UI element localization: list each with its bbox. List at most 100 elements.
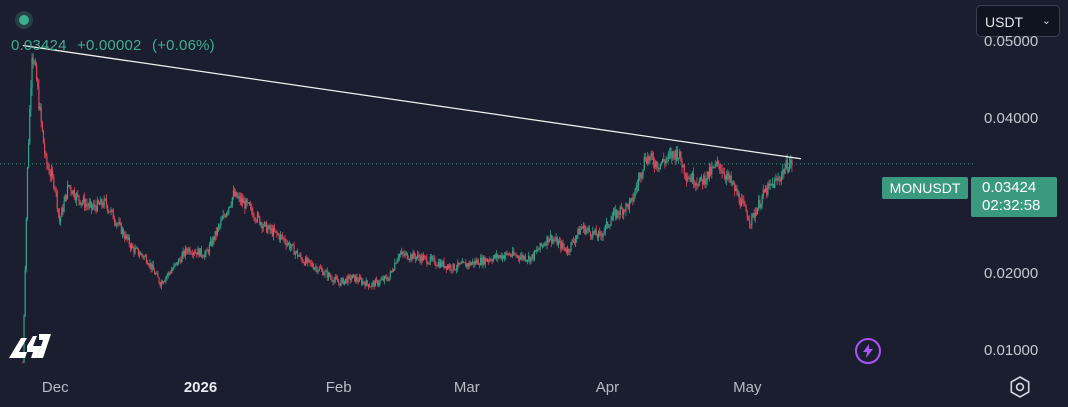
candle-body [171,270,173,274]
candle-body [578,228,580,235]
candle-body [135,248,137,249]
candle-body [104,198,106,200]
candle-body [587,228,589,230]
candle-body [280,234,283,236]
candle-body [720,170,722,171]
lightning-icon[interactable] [855,338,881,364]
candle-body [353,274,355,276]
candle-body [109,211,111,213]
candle-body [192,252,194,255]
candle-body [764,188,767,193]
candle-body [689,177,691,180]
candle-body [156,273,158,275]
candle-body [292,244,294,246]
candle-body [480,257,482,266]
candle-body [365,280,367,287]
candle-body [460,263,462,265]
candle-body [276,231,278,234]
candle-body [459,263,461,265]
candle-body [683,164,685,174]
candle-body [655,161,657,167]
candle-body [55,188,57,192]
candle-body [147,262,149,265]
candle-body [731,182,733,184]
candle-body [81,202,83,203]
candle-body [88,203,90,207]
candle-body [405,253,407,254]
candle-body [468,262,470,266]
candle-body [382,278,384,281]
currency-select[interactable]: USDT ⌄ [976,5,1060,37]
candle-body [398,254,400,258]
candle-body [358,277,360,282]
candle-body [141,253,143,256]
candle-body [403,253,405,256]
candle-body [122,229,125,236]
tradingview-logo[interactable] [7,328,55,360]
candle-body [50,170,53,177]
candle-body [755,212,758,215]
candle-body [80,202,82,205]
candle-body [187,251,189,253]
candle-body [268,225,270,229]
candle-body [330,276,332,278]
candle-body [272,228,275,236]
candle-body [227,211,229,214]
candle-body [197,248,199,255]
candle-body [439,261,442,268]
candle-body [395,262,397,264]
candle-body [69,185,71,187]
x-tick-label: May [733,379,762,396]
candle-body [778,178,780,180]
candle-body [259,216,261,225]
candle-body [29,108,31,144]
candle-body [603,231,605,234]
candle-body [726,175,728,180]
candle-body [657,167,659,169]
candle-body [312,266,315,270]
candle-body [542,244,545,246]
candle-body [583,225,585,229]
candle-body [573,241,576,243]
candle-body [702,179,704,185]
candle-body [522,255,524,259]
gear-icon[interactable] [1009,376,1031,398]
candle-body [443,261,445,268]
candle-body [754,212,756,218]
candle-body [266,222,268,233]
candle-body [199,248,201,257]
candle-body [485,258,487,262]
trendline[interactable] [22,44,802,160]
candle-body [641,173,643,178]
candle-body [633,196,635,202]
candle-body [673,151,675,154]
candle-body [499,255,501,257]
candle-body [493,255,495,258]
candle-body [303,262,306,265]
candle-body [436,265,438,267]
candle-body [742,199,744,201]
candle-body [189,248,191,254]
candle-body [420,255,422,262]
candle-body [331,277,333,281]
candle-body [528,256,530,260]
candle-body [786,159,788,171]
candle-body [665,159,667,164]
candle-body [279,234,281,240]
x-tick-label: Feb [325,379,352,396]
candle-body [763,189,766,193]
candle-body [34,62,37,65]
candle-body [561,242,563,249]
candle-body [290,247,292,249]
candle-body [372,282,374,284]
candle-body [547,236,549,243]
candle-body [525,260,528,262]
candle-body [783,169,785,174]
candle-body [766,188,768,195]
candle-body [407,259,410,260]
candle-body [267,228,269,233]
candle-body [261,223,263,229]
candle-body [474,260,476,265]
candle-body [785,159,787,168]
